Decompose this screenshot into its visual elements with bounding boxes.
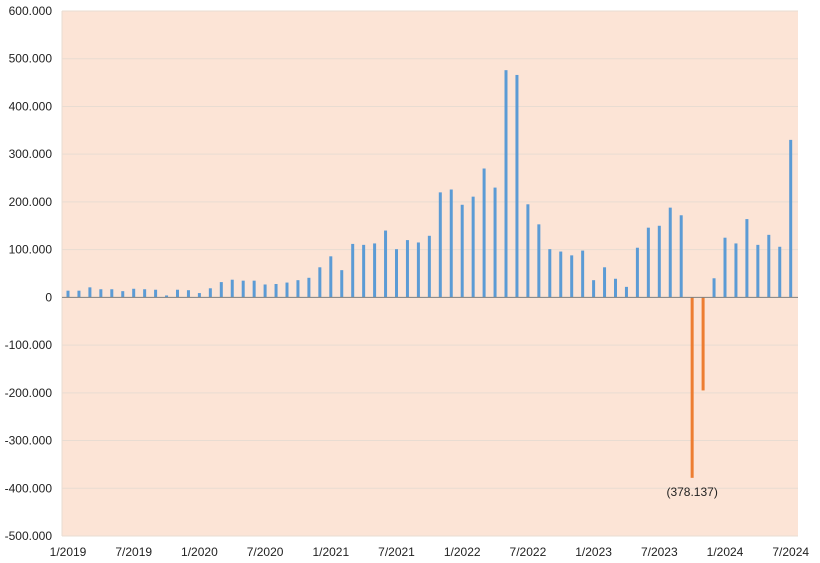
y-axis-tick-labels: 600.000 500.000 400.000 300.000 200.000 100.0… — [5, 4, 53, 543]
bar — [570, 255, 574, 298]
x-tick-label: 7/2023 — [641, 545, 678, 559]
bar — [405, 240, 409, 298]
bar — [165, 295, 169, 298]
bar — [395, 249, 398, 298]
bar — [526, 204, 530, 298]
y-tick-label: 400.000 — [9, 99, 53, 113]
bar — [778, 246, 782, 298]
bar — [767, 234, 771, 298]
bar — [219, 282, 223, 298]
bar — [143, 289, 147, 298]
bar — [88, 287, 92, 298]
data-label: (378.137) — [666, 485, 717, 499]
x-tick-label: 7/2021 — [378, 545, 415, 559]
bar-negative — [701, 297, 705, 391]
bar — [537, 224, 541, 298]
bar — [449, 189, 453, 298]
bar — [712, 278, 716, 298]
bar — [416, 242, 420, 298]
bar — [121, 291, 125, 298]
gridlines — [61, 10, 798, 537]
bar — [208, 288, 212, 298]
bar-negative — [690, 297, 694, 478]
bar — [274, 284, 278, 298]
bar — [362, 244, 366, 298]
bar — [646, 227, 650, 298]
bar — [427, 235, 431, 298]
bar — [635, 247, 639, 298]
y-tick-label: 600.000 — [9, 4, 53, 18]
x-tick-label: 1/2020 — [181, 545, 218, 559]
x-tick-label: 1/2023 — [575, 545, 612, 559]
bar — [603, 267, 607, 298]
bar — [176, 289, 179, 298]
y-tick-label: 0 — [45, 290, 52, 304]
annotations: (378.137) — [666, 485, 717, 499]
bar — [723, 237, 727, 298]
bar — [559, 251, 563, 298]
bar — [110, 289, 114, 298]
bar — [789, 139, 793, 298]
x-tick-label: 1/2021 — [312, 545, 349, 559]
bar — [285, 282, 289, 298]
bar — [745, 219, 749, 298]
y-tick-label: 500.000 — [9, 52, 53, 66]
bar — [548, 249, 552, 298]
bar — [668, 207, 672, 298]
y-tick-label: -100.000 — [5, 338, 53, 352]
bar — [307, 277, 311, 298]
x-tick-label: 7/2022 — [510, 545, 547, 559]
bar — [230, 279, 234, 298]
bar — [504, 70, 508, 298]
bar — [679, 215, 683, 298]
bar — [197, 293, 201, 298]
x-tick-label: 1/2024 — [707, 545, 744, 559]
x-tick-label: 1/2019 — [50, 545, 87, 559]
bar — [340, 270, 344, 298]
y-tick-label: -400.000 — [5, 481, 53, 495]
bar — [252, 280, 256, 298]
bar — [329, 256, 333, 298]
x-tick-label: 7/2020 — [247, 545, 284, 559]
bar — [614, 278, 617, 298]
bar — [592, 280, 596, 298]
y-tick-label: 200.000 — [9, 195, 53, 209]
bar — [296, 280, 300, 298]
bar — [756, 244, 760, 298]
bar — [77, 290, 81, 298]
bar — [624, 286, 628, 298]
bar — [318, 267, 322, 298]
bar — [734, 243, 738, 298]
bar — [132, 288, 136, 298]
bar — [581, 250, 585, 298]
bar — [99, 289, 103, 298]
bar — [351, 243, 355, 298]
bar — [657, 225, 661, 298]
bar — [471, 196, 475, 298]
bar — [241, 280, 245, 298]
bar — [482, 168, 486, 298]
x-tick-label: 7/2024 — [772, 545, 809, 559]
bar — [515, 74, 519, 298]
x-axis-tick-labels: 1/2019 7/2019 1/2020 7/2020 1/2021 7/2021 1/20… — [50, 545, 810, 559]
y-tick-label: 100.000 — [9, 243, 53, 257]
y-tick-label: -300.000 — [5, 434, 53, 448]
y-tick-label: -200.000 — [5, 386, 53, 400]
bar — [66, 290, 70, 298]
y-tick-label: 300.000 — [9, 147, 53, 161]
x-tick-label: 1/2022 — [444, 545, 481, 559]
y-tick-label: -500.000 — [5, 529, 53, 543]
bar — [154, 289, 158, 298]
bar — [460, 204, 464, 298]
bar — [186, 290, 190, 298]
bar — [438, 192, 442, 298]
bars — [62, 70, 798, 478]
bar — [384, 230, 388, 298]
bar — [373, 243, 377, 298]
bar — [493, 187, 497, 298]
bar — [263, 284, 267, 298]
x-tick-label: 7/2019 — [115, 545, 152, 559]
